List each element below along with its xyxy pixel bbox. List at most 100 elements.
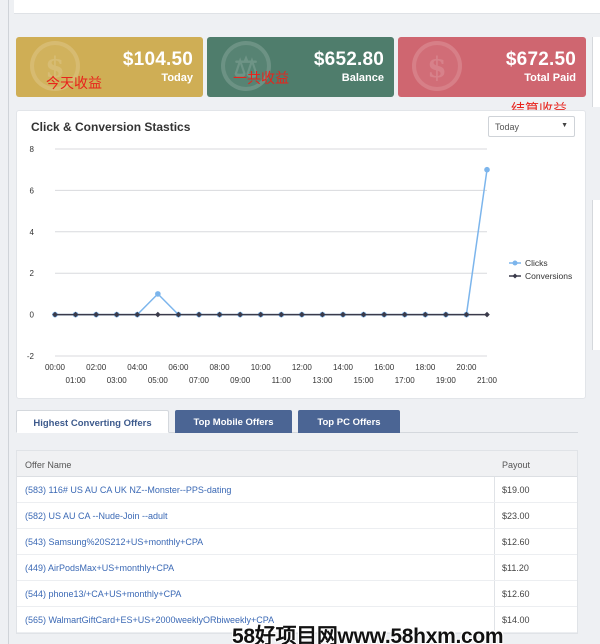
data-point-conversions bbox=[113, 311, 120, 318]
data-point-conversions bbox=[299, 311, 305, 318]
right-panel-stub bbox=[592, 200, 600, 350]
offer-payout: $19.00 bbox=[502, 485, 530, 495]
table-row: (565) WalmartGiftCard+ES+US+2000weeklyOR… bbox=[17, 607, 577, 633]
offer-name-link[interactable]: (583) 116# US AU CA UK NZ--Monster--PPS-… bbox=[25, 485, 232, 495]
data-point-conversions bbox=[381, 311, 387, 318]
column-divider bbox=[494, 451, 495, 633]
column-header-payout: Payout bbox=[502, 460, 531, 470]
tab-highest-converting-offers[interactable]: Highest Converting Offers bbox=[16, 410, 169, 433]
data-point-conversions bbox=[52, 311, 58, 318]
y-tick-label: 8 bbox=[30, 145, 35, 154]
data-point-conversions bbox=[443, 311, 449, 318]
offer-payout: $23.00 bbox=[502, 511, 530, 521]
data-point-conversions bbox=[155, 311, 161, 318]
legend-marker-conversions bbox=[512, 273, 518, 279]
table-row: (449) AirPodsMax+US+monthly+CPA $11.20 bbox=[17, 555, 577, 581]
x-tick-label: 10:00 bbox=[251, 363, 272, 372]
x-tick-label: 15:00 bbox=[354, 376, 375, 385]
data-point-conversions bbox=[484, 311, 490, 318]
data-point-conversions bbox=[196, 311, 202, 318]
offer-name-link[interactable]: (449) AirPodsMax+US+monthly+CPA bbox=[25, 563, 175, 573]
offer-payout: $12.60 bbox=[502, 589, 530, 599]
x-tick-label: 12:00 bbox=[292, 363, 313, 372]
offer-payout: $14.00 bbox=[502, 615, 530, 625]
x-tick-label: 08:00 bbox=[210, 363, 231, 372]
data-point-conversions bbox=[422, 311, 429, 318]
offer-name-link[interactable]: (565) WalmartGiftCard+ES+US+2000weeklyOR… bbox=[25, 615, 275, 625]
data-point-conversions bbox=[278, 311, 285, 318]
data-point-conversions bbox=[360, 311, 367, 318]
offer-payout: $11.20 bbox=[502, 563, 529, 573]
scale-icon: ⚖ bbox=[221, 41, 271, 91]
stat-label: Today bbox=[161, 72, 193, 84]
chart-card: Click & Conversion Stastics Today ▼ -2 0 2… bbox=[16, 110, 586, 399]
data-point-conversions bbox=[257, 311, 264, 318]
tab-top-mobile-offers[interactable]: Top Mobile Offers bbox=[175, 410, 292, 433]
range-select-value: Today bbox=[495, 122, 520, 132]
x-tick-label: 03:00 bbox=[107, 376, 128, 385]
range-select[interactable]: Today ▼ bbox=[488, 116, 575, 137]
site-watermark: 58好项目网www.58hxm.com bbox=[232, 625, 504, 644]
x-tick-label: 20:00 bbox=[456, 363, 477, 372]
data-point-conversions bbox=[72, 311, 79, 318]
data-point-conversions bbox=[175, 311, 182, 318]
stat-annotation: 一共收益 bbox=[233, 71, 289, 87]
stat-label: Total Paid bbox=[524, 72, 576, 84]
series-line-clicks bbox=[55, 169, 488, 316]
stat-card-today: $ $104.50 Today 今天收益 bbox=[16, 37, 203, 97]
table-row: (544) phone13/+CA+US+monthly+CPA $12.60 bbox=[17, 581, 577, 607]
tab-top-pc-offers[interactable]: Top PC Offers bbox=[298, 410, 400, 433]
data-point-conversions bbox=[340, 311, 346, 318]
data-point-conversions bbox=[237, 311, 243, 318]
x-tick-label: 02:00 bbox=[86, 363, 107, 372]
x-tick-label: 21:00 bbox=[477, 376, 498, 385]
x-tick-label: 07:00 bbox=[189, 376, 210, 385]
x-tick-label: 01:00 bbox=[66, 376, 87, 385]
offer-tabs: Highest Converting Offers Top Mobile Off… bbox=[16, 410, 578, 434]
stat-card-total-paid: $ $672.50 Total Paid bbox=[398, 37, 586, 97]
data-point-clicks bbox=[155, 291, 161, 297]
x-tick-label: 18:00 bbox=[415, 363, 436, 372]
y-tick-label: 0 bbox=[30, 311, 35, 320]
x-tick-label: 06:00 bbox=[168, 363, 189, 372]
x-tick-label: 13:00 bbox=[312, 376, 333, 385]
y-tick-label: 6 bbox=[30, 186, 35, 195]
table-row: (582) US AU CA --Nude-Join --adult $23.0… bbox=[17, 503, 577, 529]
offers-table: Offer Name Payout (583) 116# US AU CA UK… bbox=[16, 450, 578, 634]
y-tick-label: 4 bbox=[30, 228, 35, 237]
caret-down-icon: ▼ bbox=[561, 122, 568, 129]
legend-label-clicks: Clicks bbox=[525, 258, 548, 268]
data-point-conversions bbox=[93, 311, 99, 318]
x-tick-label: 09:00 bbox=[230, 376, 251, 385]
table-row: (583) 116# US AU CA UK NZ--Monster--PPS-… bbox=[17, 477, 577, 503]
offer-name-link[interactable]: (544) phone13/+CA+US+monthly+CPA bbox=[25, 589, 182, 599]
tabs-underline bbox=[16, 432, 578, 433]
offer-name-link[interactable]: (543) Samsung%20S212+US+monthly+CPA bbox=[25, 537, 204, 547]
stat-amount: $104.50 bbox=[122, 49, 193, 70]
x-tick-label: 14:00 bbox=[333, 363, 354, 372]
dollar-coin-icon: $ bbox=[412, 41, 462, 91]
x-tick-label: 11:00 bbox=[272, 376, 292, 385]
right-panel-stub bbox=[592, 37, 600, 107]
dollar-coin-icon: $ bbox=[30, 41, 80, 91]
table-header: Offer Name Payout bbox=[17, 451, 577, 477]
offer-payout: $12.60 bbox=[502, 537, 530, 547]
x-tick-label: 04:00 bbox=[127, 363, 148, 372]
x-tick-label: 17:00 bbox=[395, 376, 416, 385]
left-edge bbox=[8, 0, 9, 644]
stat-annotation: 今天收益 bbox=[46, 76, 102, 92]
chart-title: Click & Conversion Stastics bbox=[31, 120, 191, 134]
x-tick-label: 05:00 bbox=[148, 376, 169, 385]
top-bar bbox=[14, 0, 600, 14]
stat-card-balance: ⚖ $652.80 Balance 一共收益 bbox=[207, 37, 394, 97]
stat-amount: $672.50 bbox=[505, 49, 576, 70]
stat-amount: $652.80 bbox=[313, 49, 384, 70]
offer-name-link[interactable]: (582) US AU CA --Nude-Join --adult bbox=[25, 511, 168, 521]
data-point-conversions bbox=[319, 311, 326, 318]
data-point-clicks bbox=[484, 166, 490, 173]
data-point-conversions bbox=[401, 311, 408, 318]
data-point-conversions bbox=[463, 311, 470, 318]
y-tick-label: 2 bbox=[30, 269, 35, 278]
legend-marker-clicks bbox=[512, 260, 518, 266]
